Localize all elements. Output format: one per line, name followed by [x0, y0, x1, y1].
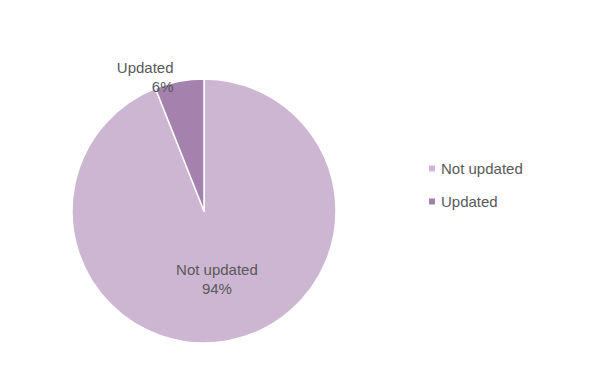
- svg-text:Updated: Updated: [441, 193, 498, 210]
- svg-text:Updated: Updated: [117, 59, 174, 76]
- svg-text:94%: 94%: [202, 280, 232, 297]
- svg-text:Not updated: Not updated: [441, 160, 523, 177]
- svg-text:6%: 6%: [152, 78, 174, 95]
- svg-text:Not updated: Not updated: [176, 261, 258, 278]
